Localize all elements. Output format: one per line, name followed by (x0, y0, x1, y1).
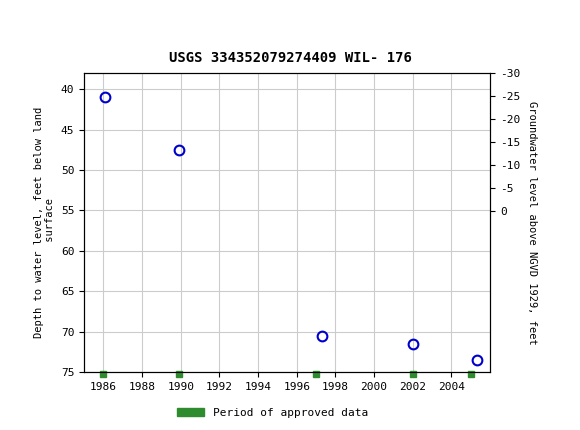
Text: USGS 334352079274409 WIL- 176: USGS 334352079274409 WIL- 176 (169, 51, 411, 65)
Legend: Period of approved data: Period of approved data (172, 403, 373, 422)
Y-axis label: Depth to water level, feet below land
 surface: Depth to water level, feet below land su… (34, 107, 55, 338)
Text: ▒USGS: ▒USGS (9, 12, 59, 33)
Y-axis label: Groundwater level above NGVD 1929, feet: Groundwater level above NGVD 1929, feet (527, 101, 537, 344)
